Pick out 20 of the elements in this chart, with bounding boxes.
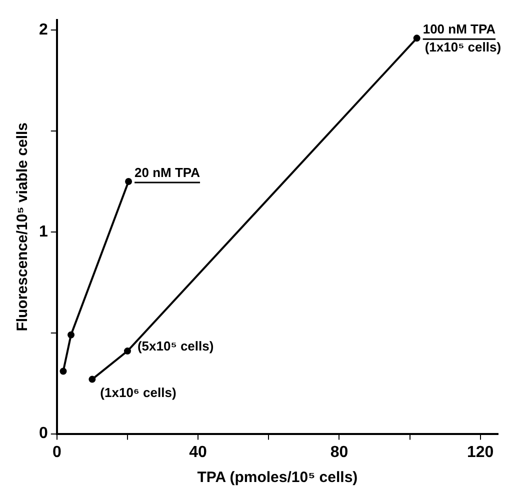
x-tick-label: 40 bbox=[189, 444, 208, 461]
point bbox=[68, 331, 75, 338]
point bbox=[88, 376, 96, 383]
y-tick-label: 0 bbox=[38, 425, 48, 442]
x-axis-title: TPA (pmoles/10⁵ cells) bbox=[197, 469, 358, 486]
series-label: 100 nM TPA bbox=[422, 22, 496, 37]
y-tick-label: 2 bbox=[38, 22, 48, 38]
x-tick-label: 0 bbox=[52, 444, 62, 461]
annotation: (5x10⁵ cells) bbox=[137, 338, 214, 354]
point bbox=[125, 178, 132, 185]
x-tick-label: 80 bbox=[330, 444, 348, 461]
y-tick-label: 1 bbox=[38, 223, 48, 240]
point bbox=[60, 368, 67, 375]
annotation: (1x10⁶ cells) bbox=[100, 384, 176, 400]
annotation: (1x10⁵ cells) bbox=[424, 40, 502, 55]
y-axis-title: Fluorescence/10⁵ viable cells bbox=[14, 122, 32, 332]
series-label: 20 nM TPA bbox=[134, 165, 201, 180]
point bbox=[124, 348, 131, 355]
x-tick-label: 120 bbox=[467, 444, 494, 461]
point bbox=[413, 34, 420, 42]
